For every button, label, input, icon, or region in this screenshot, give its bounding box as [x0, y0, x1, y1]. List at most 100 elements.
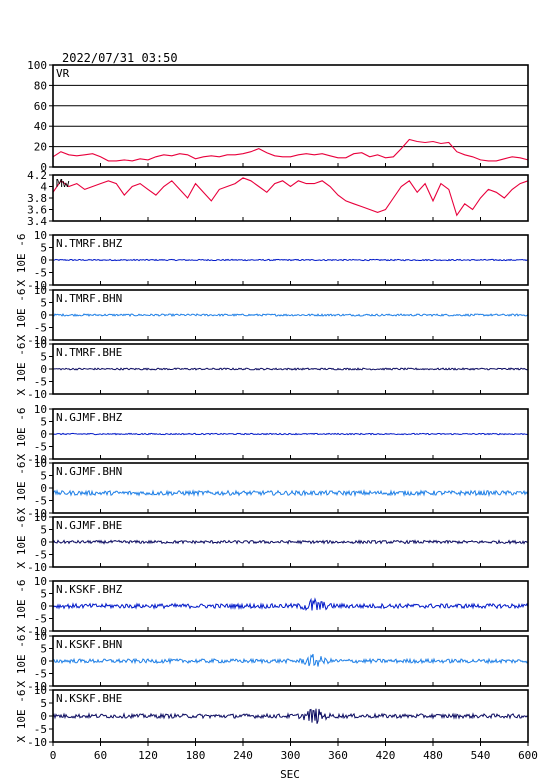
datetime-title: 2022/07/31 03:50	[62, 51, 178, 65]
y-tick-label: 3.6	[27, 204, 47, 217]
y-tick-label: -5	[34, 723, 47, 736]
panel-label: N.TMRF.BHZ	[56, 237, 123, 250]
y-tick-label: 0	[40, 309, 47, 322]
panel-label: N.GJMF.BHE	[56, 519, 122, 532]
panels: 020406080100VR3.43.63.844.2Mw-10-50510X …	[15, 59, 529, 749]
panel-label: VR	[56, 67, 70, 80]
x-tick-label: 540	[471, 749, 491, 762]
y-tick-label: -10	[27, 507, 47, 520]
y-tick-label: 0	[40, 482, 47, 495]
x-tick-label: 180	[186, 749, 206, 762]
panel-label: N.KSKF.BHN	[56, 638, 122, 651]
y-tick-label: 10	[34, 338, 47, 351]
y-tick-label: -10	[27, 334, 47, 347]
y-tick-label: 10	[34, 630, 47, 643]
panel-label: N.TMRF.BHE	[56, 346, 122, 359]
waveform-unit-label: X 10E -6	[15, 516, 28, 569]
y-tick-label: -5	[34, 267, 47, 280]
y-tick-label: 0	[40, 161, 47, 174]
waveform-trace	[52, 432, 529, 436]
x-tick-label: 480	[423, 749, 443, 762]
waveform-unit-label: X 10E -6	[15, 408, 28, 461]
y-tick-label: 5	[40, 470, 47, 483]
series-line	[52, 177, 529, 217]
panel-label: Mw	[56, 177, 70, 190]
waveform-trace	[52, 539, 529, 545]
y-tick-label: 3.4	[27, 215, 47, 228]
waveform-unit-label: X 10E -6	[15, 690, 28, 743]
y-tick-label: -10	[27, 625, 47, 638]
panel-mw: 3.43.63.844.2 Mw	[27, 169, 529, 228]
x-tick-label: 240	[233, 749, 253, 762]
y-tick-label: 40	[34, 120, 47, 133]
y-tick-label: 0	[40, 428, 47, 441]
waveform-trace	[52, 653, 529, 667]
y-tick-label: 0	[40, 254, 47, 267]
panel-label: N.GJMF.BHN	[56, 465, 122, 478]
series-line	[52, 138, 529, 162]
waveform-unit-label: X 10E -6	[15, 635, 28, 688]
y-tick-label: 5	[40, 524, 47, 537]
y-tick-label: 10	[34, 229, 47, 242]
y-tick-label: 100	[27, 59, 47, 72]
x-tick-label: 60	[94, 749, 107, 762]
x-axis-label: SEC	[280, 768, 300, 781]
waveform-trace	[52, 489, 529, 498]
y-tick-label: 5	[40, 297, 47, 310]
panel-label: N.GJMF.BHZ	[56, 411, 123, 424]
panel-vr: 0 20 40 60 80 100 VR	[27, 59, 529, 174]
y-tick-label: 5	[40, 351, 47, 364]
y-tick-label: 0	[40, 655, 47, 668]
y-tick-label: 10	[34, 575, 47, 588]
y-tick-label: 4.2	[27, 169, 47, 182]
waveform-trace	[52, 597, 529, 612]
y-tick-label: -5	[34, 668, 47, 681]
y-tick-label: -5	[34, 322, 47, 335]
waveform-unit-label: X 10E -6	[15, 343, 28, 396]
y-tick-label: 5	[40, 588, 47, 601]
y-tick-label: 5	[40, 697, 47, 710]
panel-frame	[52, 462, 529, 514]
panel-label: N.KSKF.BHE	[56, 692, 122, 705]
y-tick-label: -10	[27, 388, 47, 401]
panel-label: N.KSKF.BHZ	[56, 583, 123, 596]
y-tick-label: 10	[34, 684, 47, 697]
y-tick-label: 10	[34, 403, 47, 416]
x-axis: 0 60 120 180 240 300 360 420 480 540 600	[50, 742, 538, 762]
y-tick-label: 4	[40, 181, 47, 194]
y-tick-label: -5	[34, 549, 47, 562]
y-tick-label: -10	[27, 279, 47, 292]
waveform-unit-label: X 10E -6	[15, 234, 28, 287]
y-tick-label: 0	[40, 363, 47, 376]
y-tick-label: 0	[40, 710, 47, 723]
waveform-unit-label: X 10E -6	[15, 289, 28, 342]
y-tick-label: 20	[34, 141, 47, 154]
y-tick-label: -5	[34, 613, 47, 626]
y-tick-label: 10	[34, 457, 47, 470]
x-tick-label: 600	[518, 749, 538, 762]
waveform-trace	[52, 258, 529, 262]
y-tick-label: 10	[34, 511, 47, 524]
y-tick-label: -10	[27, 453, 47, 466]
panel-label: N.TMRF.BHN	[56, 292, 122, 305]
waveform-unit-label: X 10E -6	[15, 580, 28, 633]
waveform-trace	[52, 708, 529, 724]
y-tick-label: 3.8	[27, 192, 47, 205]
waveform-unit-label: X 10E -6	[15, 462, 28, 515]
x-tick-label: 420	[376, 749, 396, 762]
y-tick-label: -5	[34, 495, 47, 508]
y-tick-label: -5	[34, 441, 47, 454]
x-tick-label: 120	[138, 749, 158, 762]
y-tick-label: -10	[27, 736, 47, 749]
y-tick-label: 10	[34, 284, 47, 297]
y-tick-label: 60	[34, 100, 47, 113]
